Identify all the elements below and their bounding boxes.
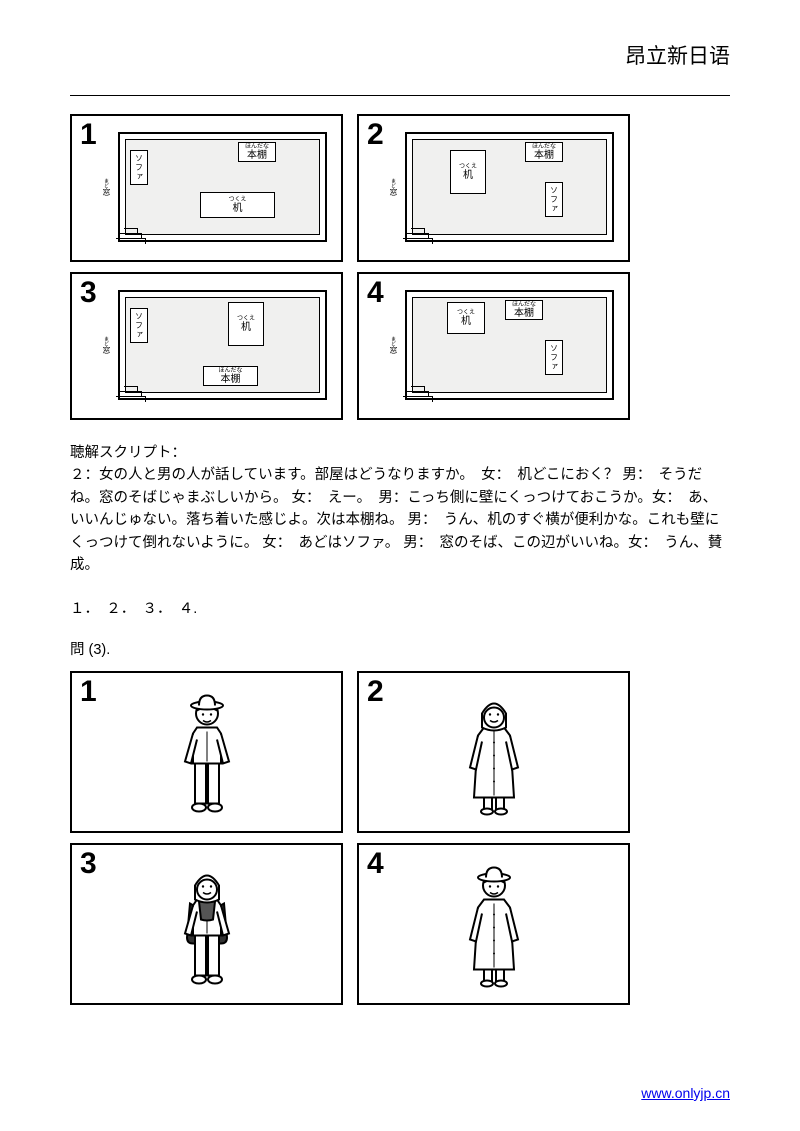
person-panel: 2 [357, 671, 630, 833]
rooms-grid: 1 まど窓 ソファ つくえ机 ほんだな本棚 2 まど窓 ソファ つくえ机 ほんだ… [70, 114, 630, 420]
footer: www.onlyjp.cn [641, 1085, 730, 1101]
sofa: ソファ [130, 308, 148, 343]
bookshelf: ほんだな本棚 [203, 366, 258, 386]
bookshelf: ほんだな本棚 [505, 300, 543, 320]
question-label: 問 (3). [70, 638, 730, 659]
script-body: ２：女の人と男の人が話しています。部屋はどうなりますか。 女： 机どこにおく？ … [70, 464, 730, 576]
window-label: まど窓 [388, 336, 399, 354]
room-diagram: まど窓 ソファ つくえ机 ほんだな本棚 [405, 290, 614, 400]
panel-number: 1 [80, 677, 97, 707]
room-panel: 2 まど窓 ソファ つくえ机 ほんだな本棚 [357, 114, 630, 262]
panel-number: 1 [80, 120, 97, 150]
window-label: まど窓 [101, 336, 112, 354]
panel-number: 4 [367, 278, 384, 308]
desk: つくえ机 [450, 150, 486, 194]
room-diagram: まど窓 ソファ つくえ机 ほんだな本棚 [405, 132, 614, 242]
panel-number: 2 [367, 120, 384, 150]
sofa: ソファ [545, 340, 563, 375]
person-panel: 3 [70, 843, 343, 1005]
person-figure [157, 859, 257, 994]
panel-number: 3 [80, 278, 97, 308]
brand-text: 昂立新日语 [70, 40, 730, 70]
panel-number: 3 [80, 849, 97, 879]
people-grid: 1 2 3 4 [70, 671, 630, 1005]
top-rule [70, 95, 730, 96]
person-panel: 4 [357, 843, 630, 1005]
bookshelf: ほんだな本棚 [525, 142, 563, 162]
script-title: 聴解スクリプト： [70, 442, 730, 464]
footer-link[interactable]: www.onlyjp.cn [641, 1085, 730, 1101]
room-diagram: まど窓 ソファ つくえ机 ほんだな本棚 [118, 290, 327, 400]
room-panel: 1 まど窓 ソファ つくえ机 ほんだな本棚 [70, 114, 343, 262]
door-icon [116, 380, 146, 402]
door-icon [403, 380, 433, 402]
door-icon [403, 222, 433, 244]
window-label: まど窓 [101, 178, 112, 196]
room-panel: 4 まど窓 ソファ つくえ机 ほんだな本棚 [357, 272, 630, 420]
desk: つくえ机 [447, 302, 485, 334]
sofa: ソファ [545, 182, 563, 217]
person-panel: 1 [70, 671, 343, 833]
bookshelf: ほんだな本棚 [238, 142, 276, 162]
person-figure [444, 859, 544, 994]
options-line: １． ２． ３． ４. [70, 597, 730, 618]
window-label: まど窓 [388, 178, 399, 196]
panel-number: 2 [367, 677, 384, 707]
person-figure [444, 687, 544, 822]
person-figure [157, 687, 257, 822]
sofa: ソファ [130, 150, 148, 185]
door-icon [116, 222, 146, 244]
desk: つくえ机 [228, 302, 264, 346]
room-diagram: まど窓 ソファ つくえ机 ほんだな本棚 [118, 132, 327, 242]
desk: つくえ机 [200, 192, 275, 218]
page: 昂立新日语 1 まど窓 ソファ つくえ机 ほんだな本棚 2 まど窓 ソファ つく… [0, 0, 800, 1131]
script-block: 聴解スクリプト： ２：女の人と男の人が話しています。部屋はどうなりますか。 女：… [70, 442, 730, 577]
panel-number: 4 [367, 849, 384, 879]
room-panel: 3 まど窓 ソファ つくえ机 ほんだな本棚 [70, 272, 343, 420]
